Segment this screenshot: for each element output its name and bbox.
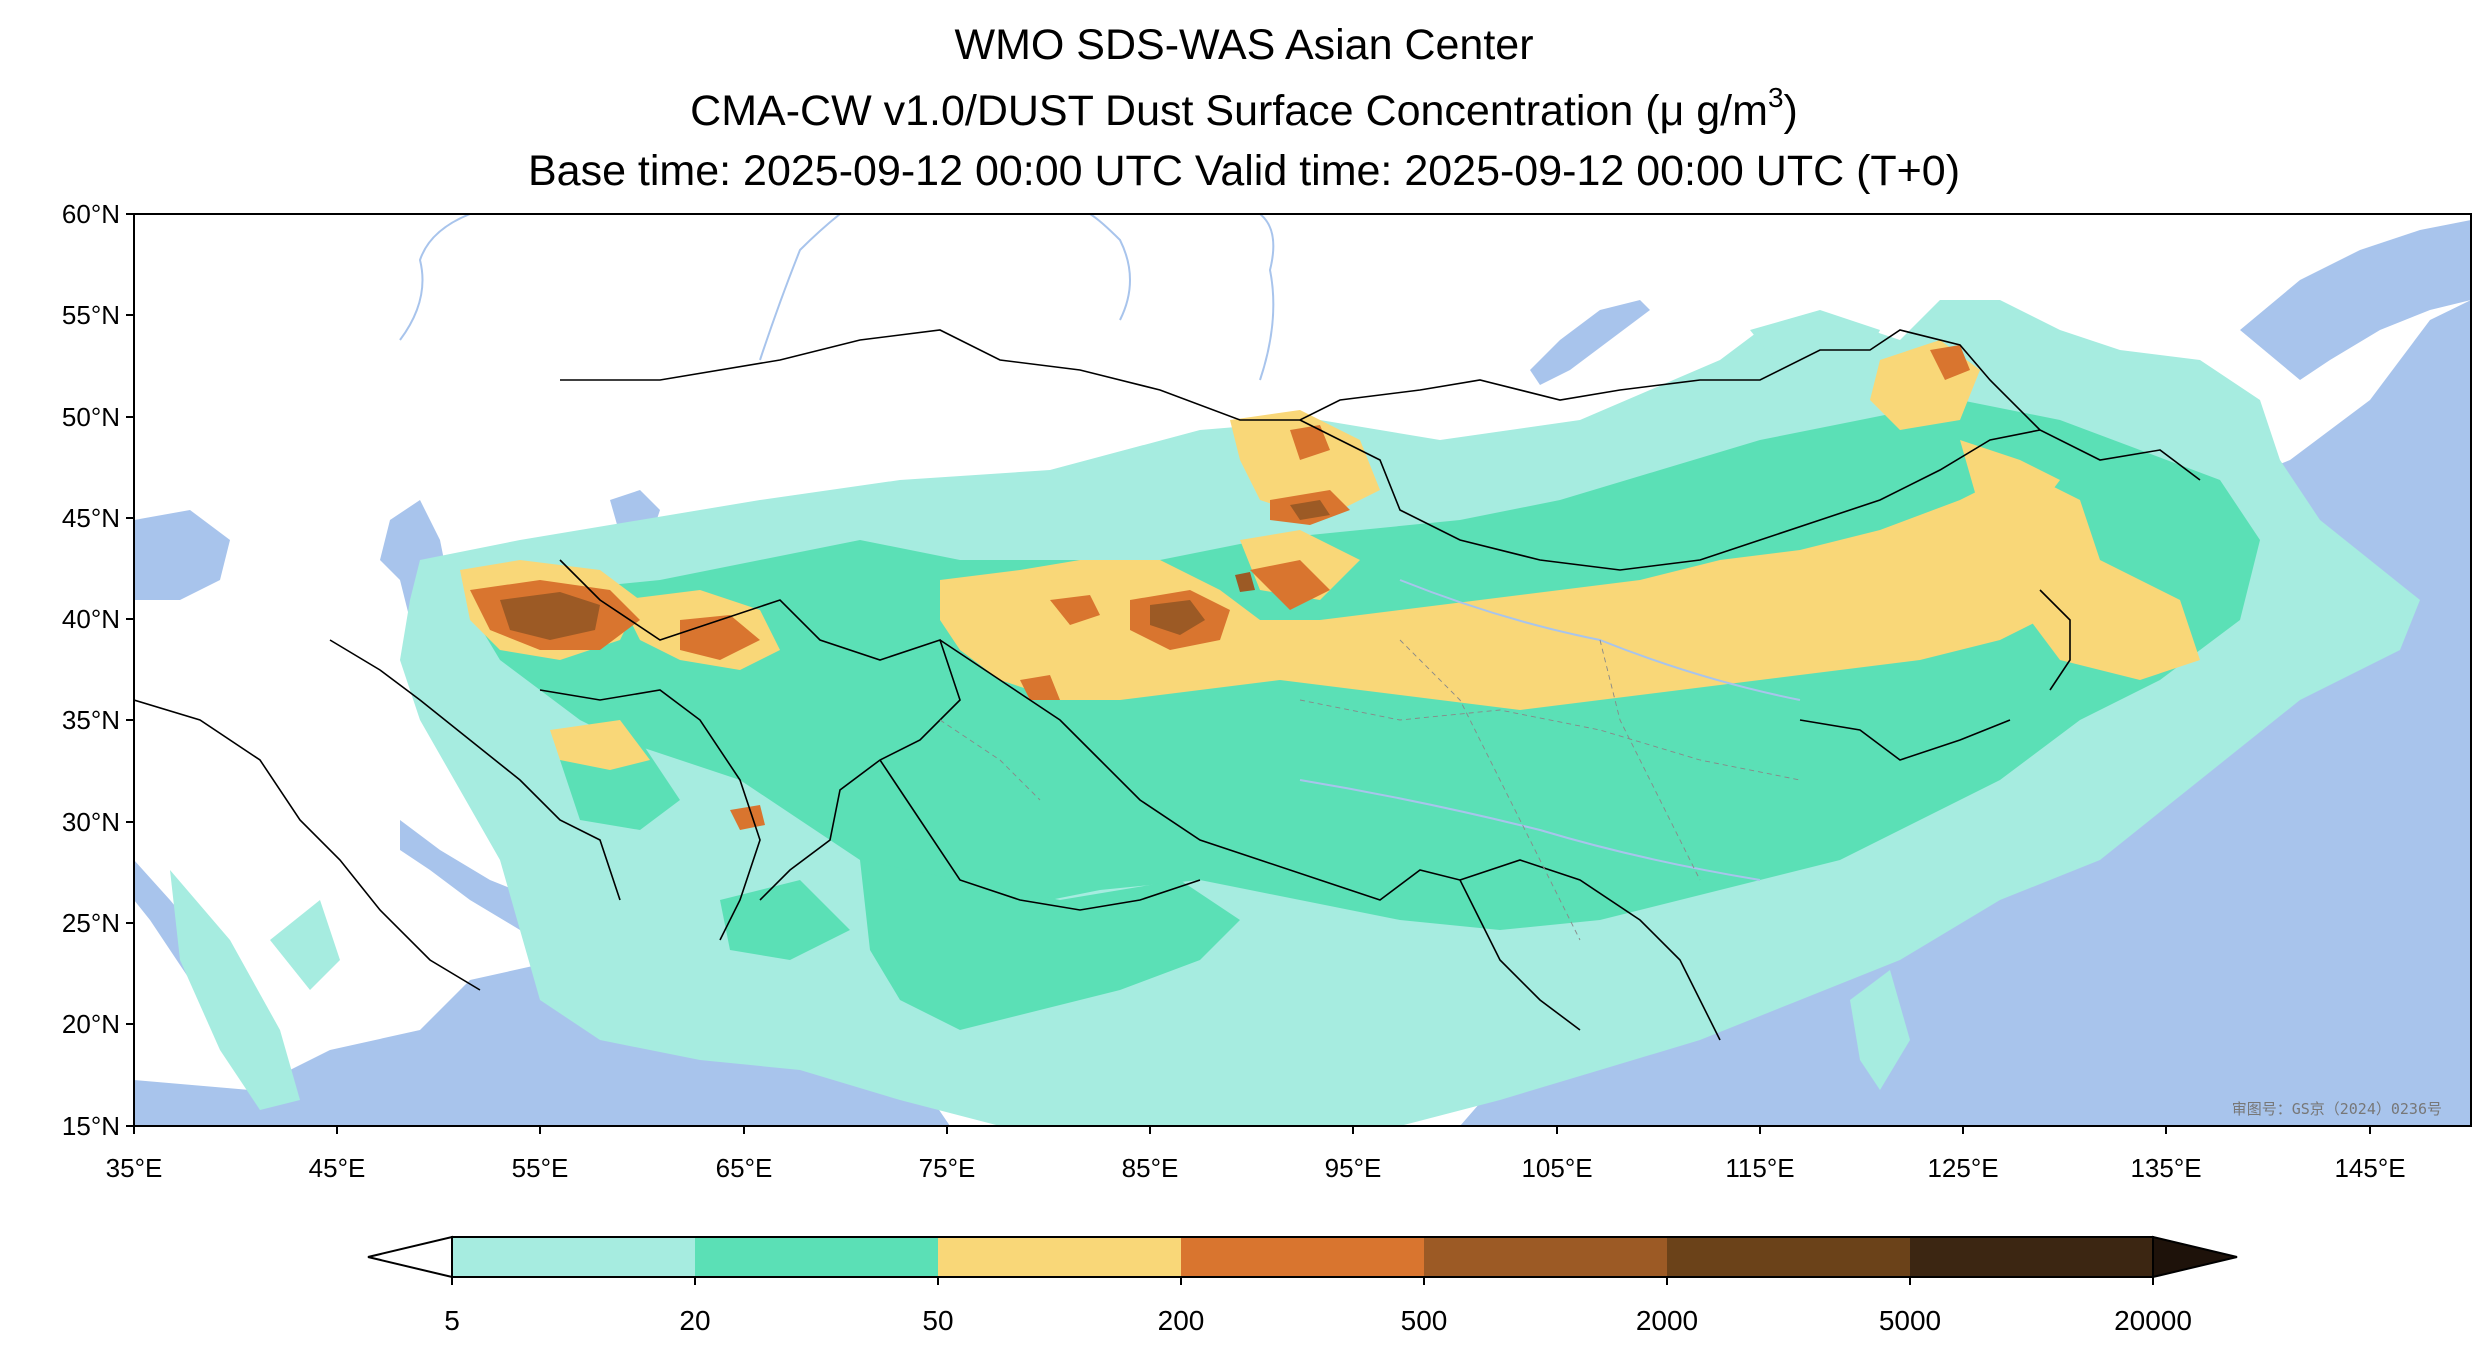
colorbar-bin (452, 1237, 695, 1277)
border (134, 699, 481, 991)
lon-tick-label: 145°E (2334, 1153, 2405, 1183)
colorbar-bin (938, 1237, 1181, 1277)
province-boundary (939, 719, 1041, 801)
colorbar-tick-label: 5 (444, 1305, 460, 1336)
lon-tick-label: 135°E (2130, 1153, 2201, 1183)
border (2039, 589, 2071, 691)
map-frame (133, 213, 2472, 1127)
border (1299, 419, 2041, 571)
colorbar-tick-label: 5000 (1879, 1305, 1941, 1336)
lon-tick-labels: 35°E 45°E 55°E 65°E 75°E 85°E 95°E 105°E… (106, 1153, 2406, 1183)
border (939, 639, 1581, 1031)
border (539, 689, 761, 941)
lat-tick-label: 30°N (62, 807, 120, 837)
lake-baikal (1530, 300, 1650, 385)
river (399, 214, 471, 341)
colorbar-tick-label: 20000 (2114, 1305, 2192, 1336)
lon-tick-label: 115°E (1725, 1153, 1794, 1183)
colorbar-bin (1910, 1237, 2153, 1277)
lon-tick-label: 125°E (1927, 1153, 1998, 1183)
dust-field-500-2000 (500, 500, 1330, 640)
map-area (134, 214, 2471, 1126)
lon-tick-label: 35°E (106, 1153, 163, 1183)
chart-subtitle: CMA-CW v1.0/DUST Dust Surface Concentrat… (690, 82, 1798, 135)
lon-tick-label: 55°E (512, 1153, 569, 1183)
black-sea (134, 510, 230, 600)
lat-tick-label: 60°N (62, 199, 120, 229)
colorbar-tick-label: 20 (679, 1305, 710, 1336)
river (759, 214, 841, 361)
map-approval-watermark: 审图号：GS京（2024）0236号 (2232, 1100, 2442, 1118)
colorbar-bin (1667, 1237, 1910, 1277)
lat-tick-label: 55°N (62, 300, 120, 330)
lon-tick-label: 45°E (309, 1153, 366, 1183)
colorbar-bin (695, 1237, 938, 1277)
border (560, 329, 2201, 481)
lat-tick-marks (126, 213, 134, 1127)
lat-tick-label: 15°N (62, 1111, 120, 1141)
lon-tick-label: 85°E (1122, 1153, 1179, 1183)
lat-tick-label: 35°N (62, 705, 120, 735)
province-boundary (1299, 699, 1801, 781)
sea-of-okhotsk (2240, 220, 2471, 380)
province-boundary (1399, 639, 1581, 941)
lat-tick-label: 45°N (62, 503, 120, 533)
lon-tick-label: 105°E (1521, 1153, 1592, 1183)
lat-tick-label: 40°N (62, 604, 120, 634)
colorbar-under-extension (367, 1235, 453, 1279)
lat-tick-label: 20°N (62, 1009, 120, 1039)
colorbar-bin (1424, 1237, 1667, 1277)
colorbar: 5 20 50 200 500 2000 5000 20000 (367, 1235, 2238, 1336)
border (329, 639, 621, 901)
lat-tick-label: 50°N (62, 402, 120, 432)
lat-tick-labels: 60°N 55°N 50°N 45°N 40°N 35°N 30°N 25°N … (62, 199, 120, 1141)
border (1799, 719, 2011, 761)
colorbar-tick-label: 200 (1158, 1305, 1205, 1336)
border (879, 759, 1201, 911)
river (1259, 214, 1275, 381)
province-boundaries (939, 639, 1801, 941)
province-boundary (1599, 639, 1701, 881)
lat-tick-label: 25°N (62, 908, 120, 938)
colorbar-tick-label: 2000 (1636, 1305, 1698, 1336)
colorbar-tick-label: 50 (922, 1305, 953, 1336)
country-borders (134, 329, 2201, 1041)
river (1089, 214, 1131, 321)
river (1299, 779, 1761, 881)
lon-tick-label: 95°E (1325, 1153, 1382, 1183)
colorbar-tick-label: 500 (1401, 1305, 1448, 1336)
lon-tick-label: 65°E (716, 1153, 773, 1183)
chart-title: WMO SDS-WAS Asian Center (954, 21, 1534, 69)
colorbar-over-extension (2152, 1235, 2238, 1279)
border (1459, 859, 1721, 1041)
lon-tick-marks (133, 1126, 2371, 1134)
chart-time-info: Base time: 2025-09-12 00:00 UTC Valid ti… (527, 147, 1961, 195)
lon-tick-label: 75°E (919, 1153, 976, 1183)
colorbar-frame (451, 1236, 2154, 1278)
colorbar-bin (1181, 1237, 1424, 1277)
